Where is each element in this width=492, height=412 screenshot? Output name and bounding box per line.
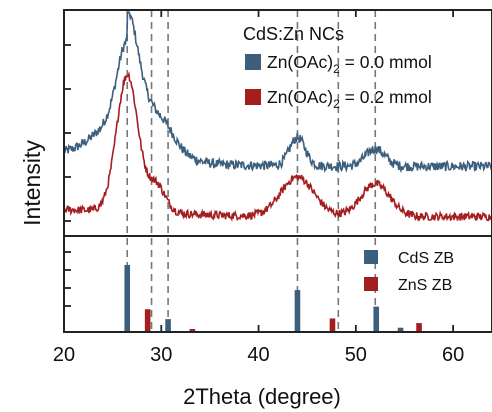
reference-bars-layer: [124, 265, 422, 331]
y-axis-label: Intensity: [19, 140, 45, 226]
ref-bar-0-0: [124, 265, 131, 331]
x-tick-label-1: 30: [150, 344, 172, 366]
legend-label-ref-0: CdS ZB: [398, 250, 454, 267]
ref-bar-0-3: [373, 306, 380, 331]
legend-swatch-ref-0: [364, 250, 378, 264]
x-axis-label: 2Theta (degree): [183, 384, 341, 409]
x-tick-label-2: 40: [247, 344, 269, 366]
bottom-panel-frame: [63, 235, 492, 333]
legend-title: CdS:Zn NCs: [243, 24, 344, 44]
legend-label-series-1: Zn(OAc)2 = 0.2 mmol: [267, 87, 432, 111]
legend-top: CdS:Zn NCs Zn(OAc)2 = 0.0 mmol Zn(OAc)2 …: [243, 24, 432, 111]
x-tick-label-3: 50: [345, 344, 367, 366]
x-tick-label-4: 60: [442, 344, 464, 366]
ref-bar-0-2: [294, 290, 301, 331]
ref-bar-1-1: [189, 329, 196, 331]
x-tick-labels: 20 30 40 50 60: [53, 344, 464, 366]
ref-bar-0-1: [165, 319, 171, 331]
axis-ticks-layer: [63, 10, 454, 332]
ref-bar-1-3: [416, 323, 422, 331]
legend-swatch-series-1: [245, 89, 261, 105]
legend-swatch-ref-1: [364, 277, 378, 291]
series-line-1: [63, 71, 492, 222]
legend-label-series-0: Zn(OAc)2 = 0.0 mmol: [267, 52, 432, 76]
legend-label-ref-1: ZnS ZB: [398, 277, 452, 294]
series-line-0: [63, 11, 492, 174]
xrd-series-layer: [63, 11, 492, 222]
x-tick-label-0: 20: [53, 344, 75, 366]
ref-bar-1-2: [329, 318, 336, 331]
legend-swatch-series-0: [245, 54, 261, 70]
ref-bar-1-0: [144, 309, 151, 331]
legend-bottom: CdS ZB ZnS ZB: [364, 250, 454, 294]
ref-bar-0-4: [397, 327, 404, 331]
